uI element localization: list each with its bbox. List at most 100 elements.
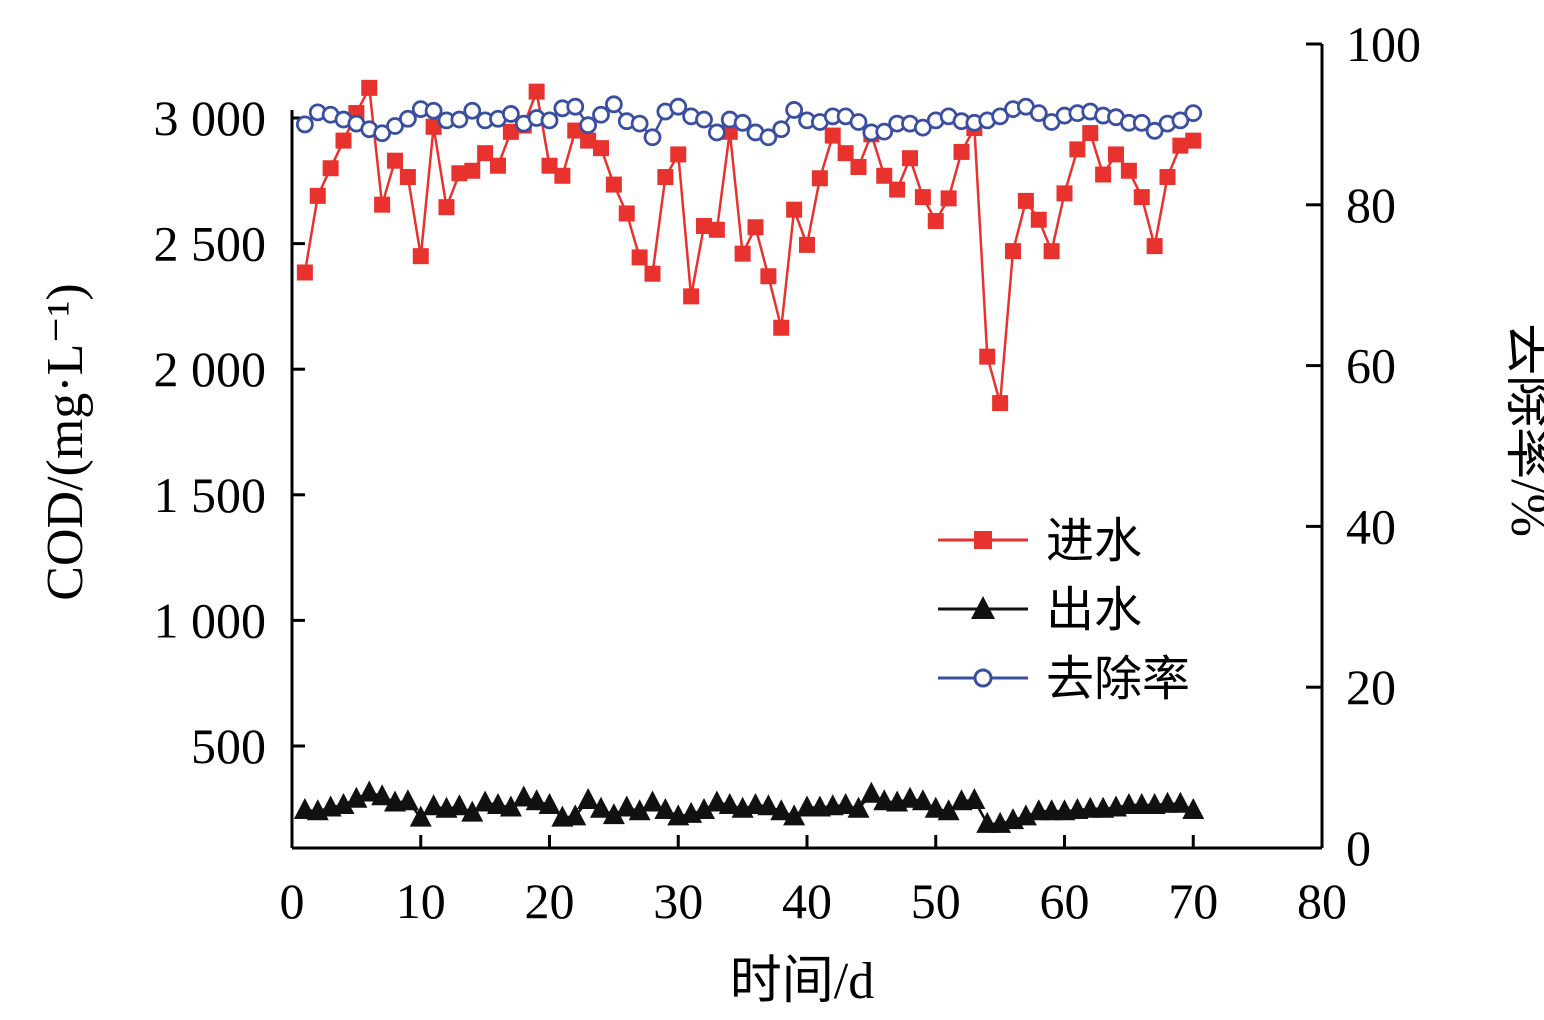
y-right-tick-label: 80 (1346, 177, 1396, 233)
series-removal-point (695, 110, 713, 129)
series-inflow-point (850, 158, 867, 175)
series-inflow-point (644, 265, 661, 282)
series-removal-point (424, 101, 443, 120)
series-outflow-point (757, 794, 780, 816)
series-removal-point (295, 115, 314, 134)
series-inflow-point (657, 169, 674, 186)
series-inflow-point (438, 199, 455, 216)
y-right-axis-title: 去除率/% (1500, 323, 1544, 537)
series-inflow-point (528, 83, 545, 100)
legend-inflow-label: 进水 (1046, 513, 1142, 569)
series-inflow-point (296, 264, 313, 281)
series-removal-point (772, 120, 791, 139)
series-outflow-point (564, 804, 587, 826)
series-outflow-point (770, 799, 793, 821)
series-outflow-point (422, 794, 445, 816)
series-outflow-point (615, 795, 638, 817)
series-inflow-point (760, 268, 777, 285)
y-left-tick-label: 1 500 (154, 467, 267, 523)
series-removal-point (566, 97, 585, 116)
series-outflow-point (409, 805, 432, 827)
series-inflow-point (1043, 243, 1060, 260)
series-inflow-point (335, 132, 352, 149)
series-layer (293, 79, 1205, 833)
y-left-tick-label: 1 000 (154, 592, 267, 648)
series-inflow-point (374, 196, 391, 213)
series-inflow-point (708, 221, 725, 238)
series-inflow-point (1159, 169, 1176, 186)
series-inflow-point (696, 218, 712, 235)
x-tick-label: 70 (1168, 873, 1218, 929)
series-outflow-point (924, 796, 947, 818)
series-outflow-point (577, 788, 600, 810)
series-inflow-point (721, 123, 738, 140)
y-left-tick-label: 2 500 (154, 216, 267, 272)
series-outflow-point (345, 786, 368, 808)
series-outflow-point (602, 803, 625, 825)
series-inflow-point (490, 157, 506, 174)
x-tick-label: 60 (1040, 873, 1090, 929)
series-inflow-point (580, 132, 597, 149)
series-removal-point (540, 111, 559, 130)
series-removal-point (669, 97, 688, 116)
x-tick-label: 80 (1297, 873, 1347, 929)
x-tick-label: 30 (653, 873, 703, 929)
series-removal-point (1029, 104, 1048, 123)
series-outflow-point (448, 794, 471, 816)
series-removal-point (707, 123, 726, 142)
series-outflow-point (628, 799, 651, 821)
series-inflow-point (1017, 192, 1034, 209)
series-inflow-point (773, 319, 790, 336)
series-inflow-point (605, 176, 622, 193)
series-outflow-point (963, 788, 986, 810)
series-inflow-point (399, 169, 416, 186)
legend-removal-marker (973, 668, 993, 688)
series-inflow-point (940, 190, 957, 207)
series-outflow-point (512, 785, 535, 807)
series-removal-point (1145, 121, 1164, 140)
series-outflow (293, 780, 1205, 833)
series-outflow-point (538, 793, 561, 815)
series-removal (295, 95, 1203, 147)
y-left-tick-label: 500 (191, 718, 266, 774)
series-removal-point (991, 107, 1010, 126)
series-outflow-point (705, 790, 728, 812)
series-inflow (296, 79, 1202, 412)
series-inflow-point (464, 162, 481, 179)
series-removal-point (398, 109, 417, 128)
y-left-ticks: 500 1 000 1 500 2 000 2 500 3 000 (154, 90, 305, 774)
series-outflow-point (1182, 798, 1205, 820)
series-inflow-point (387, 152, 403, 169)
series-inflow-point (902, 150, 918, 167)
series-inflow-point (1133, 189, 1150, 206)
series-inflow-point (567, 122, 584, 139)
series-outflow-point (590, 796, 612, 818)
series-outflow-point (1169, 791, 1192, 813)
series-removal-point (643, 128, 662, 147)
series-outflow-point (487, 793, 509, 815)
series-outflow-point (911, 789, 934, 811)
series-removal-point (592, 105, 610, 124)
legend-item-inflow: 进水 (938, 513, 1142, 569)
series-inflow-point (322, 160, 339, 177)
series-inflow-point (953, 143, 970, 160)
series-outflow-point (525, 789, 548, 811)
series-inflow-point (1030, 211, 1047, 228)
series-outflow-point (783, 804, 806, 826)
series-removal-point (630, 114, 649, 133)
series-inflow-point (799, 236, 815, 253)
series-inflow-point (979, 348, 996, 365)
series-inflow-point (1172, 137, 1189, 154)
series-inflow-point (502, 123, 519, 140)
series-removal-point (386, 117, 404, 135)
series-outflow-point (461, 800, 484, 822)
series-inflow-point (554, 167, 571, 184)
x-axis-title: 时间/d (730, 953, 874, 1010)
series-removal-point (604, 95, 623, 114)
series-inflow-point (786, 201, 803, 218)
series-outflow-point (693, 798, 715, 820)
series-removal-point (913, 118, 932, 137)
series-inflow-point (734, 245, 751, 262)
legend-item-outflow: 出水 (938, 582, 1142, 638)
